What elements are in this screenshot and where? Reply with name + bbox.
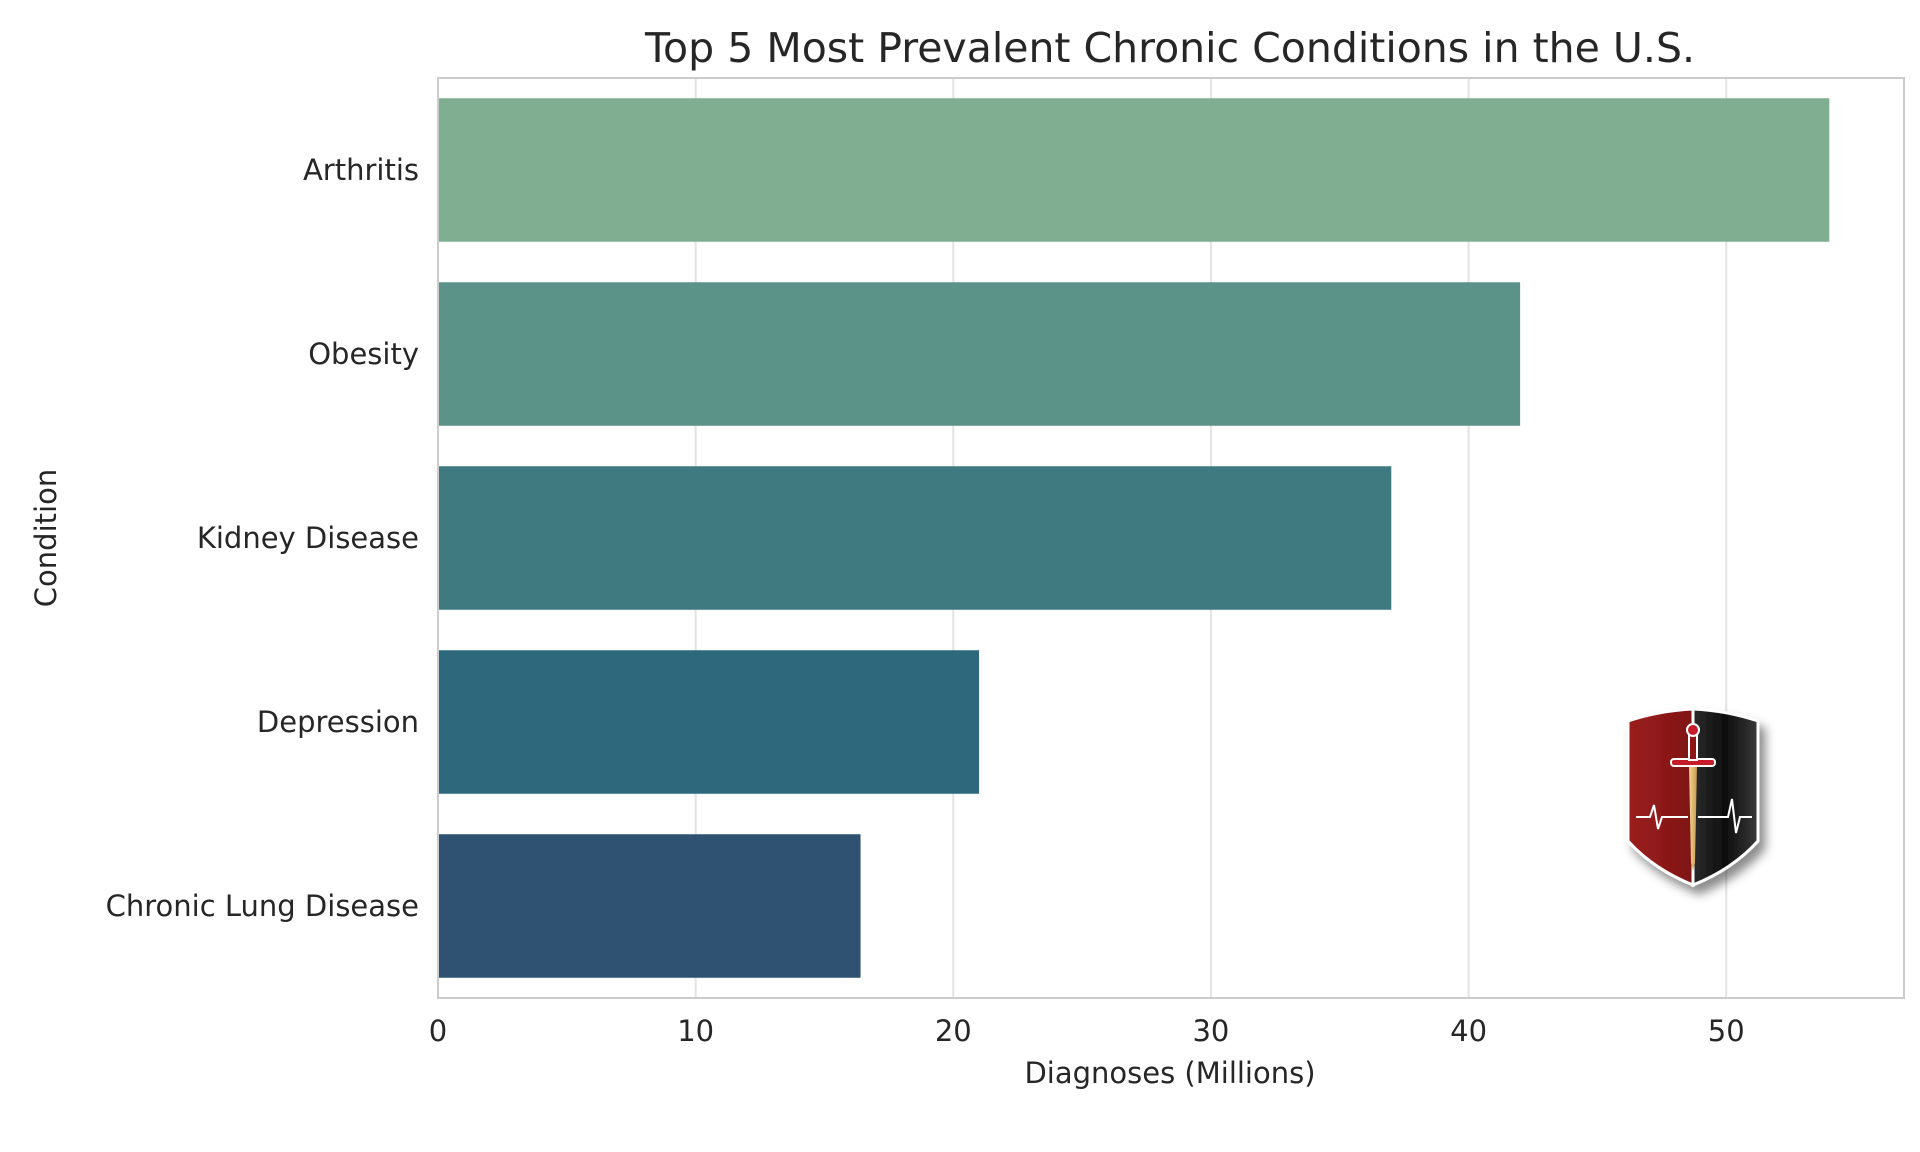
bar-arthritis xyxy=(438,98,1830,242)
category-label: Obesity xyxy=(308,337,419,371)
bar-obesity xyxy=(438,282,1521,426)
bars xyxy=(438,98,1830,978)
bar-chronic-lung-disease xyxy=(438,834,861,978)
category-label: Kidney Disease xyxy=(197,521,419,555)
bar-depression xyxy=(438,650,980,794)
bar-kidney-disease xyxy=(438,466,1392,610)
x-tick-label: 50 xyxy=(1708,1014,1745,1048)
category-label: Depression xyxy=(257,705,419,739)
chart-title: Top 5 Most Prevalent Chronic Conditions … xyxy=(644,24,1695,72)
x-tick-label: 20 xyxy=(935,1014,972,1048)
x-tick-label: 10 xyxy=(677,1014,714,1048)
x-tick-label: 0 xyxy=(429,1014,447,1048)
category-label: Chronic Lung Disease xyxy=(106,889,419,923)
y-axis-label: Condition xyxy=(29,469,63,607)
x-tick-label: 30 xyxy=(1192,1014,1229,1048)
plot-frame xyxy=(437,77,1905,999)
shield-logo xyxy=(1626,707,1760,888)
x-tick-labels: 0 10 20 30 40 50 xyxy=(429,1014,1745,1048)
x-axis-label: Diagnoses (Millions) xyxy=(1024,1056,1315,1090)
x-tick-label: 40 xyxy=(1450,1014,1487,1048)
category-label: Arthritis xyxy=(303,153,419,187)
category-labels: Arthritis Obesity Kidney Disease Depression… xyxy=(106,153,419,923)
